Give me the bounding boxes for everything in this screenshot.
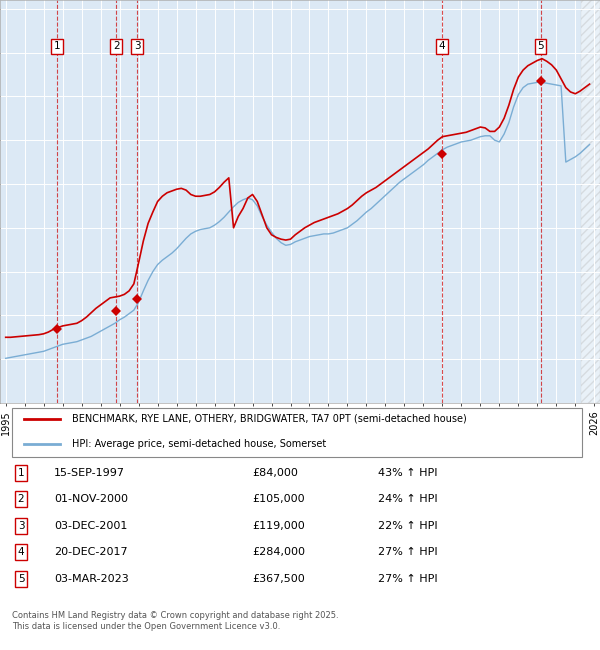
Text: 01-NOV-2000: 01-NOV-2000 — [54, 495, 128, 504]
Text: 03-DEC-2001: 03-DEC-2001 — [54, 521, 127, 531]
Text: Contains HM Land Registry data © Crown copyright and database right 2025.
This d: Contains HM Land Registry data © Crown c… — [12, 611, 338, 630]
Text: 1: 1 — [54, 42, 61, 51]
Text: 1: 1 — [17, 468, 25, 478]
Text: 27% ↑ HPI: 27% ↑ HPI — [378, 547, 437, 557]
Text: 20-DEC-2017: 20-DEC-2017 — [54, 547, 128, 557]
FancyBboxPatch shape — [12, 408, 582, 457]
Text: 3: 3 — [17, 521, 25, 531]
Text: £119,000: £119,000 — [252, 521, 305, 531]
Text: 24% ↑ HPI: 24% ↑ HPI — [378, 495, 437, 504]
Text: 22% ↑ HPI: 22% ↑ HPI — [378, 521, 437, 531]
Text: £105,000: £105,000 — [252, 495, 305, 504]
Text: 27% ↑ HPI: 27% ↑ HPI — [378, 574, 437, 584]
Text: HPI: Average price, semi-detached house, Somerset: HPI: Average price, semi-detached house,… — [72, 439, 326, 449]
Text: 4: 4 — [439, 42, 445, 51]
Text: 4: 4 — [17, 547, 25, 557]
Text: 3: 3 — [134, 42, 140, 51]
Text: £367,500: £367,500 — [252, 574, 305, 584]
Text: 5: 5 — [17, 574, 25, 584]
Text: 43% ↑ HPI: 43% ↑ HPI — [378, 468, 437, 478]
Text: 03-MAR-2023: 03-MAR-2023 — [54, 574, 129, 584]
Text: £84,000: £84,000 — [252, 468, 298, 478]
Text: 2: 2 — [113, 42, 120, 51]
Text: 5: 5 — [537, 42, 544, 51]
Text: £284,000: £284,000 — [252, 547, 305, 557]
Text: 15-SEP-1997: 15-SEP-1997 — [54, 468, 125, 478]
Bar — [581, 0, 600, 403]
Text: BENCHMARK, RYE LANE, OTHERY, BRIDGWATER, TA7 0PT (semi-detached house): BENCHMARK, RYE LANE, OTHERY, BRIDGWATER,… — [72, 414, 467, 424]
Text: 2: 2 — [17, 495, 25, 504]
